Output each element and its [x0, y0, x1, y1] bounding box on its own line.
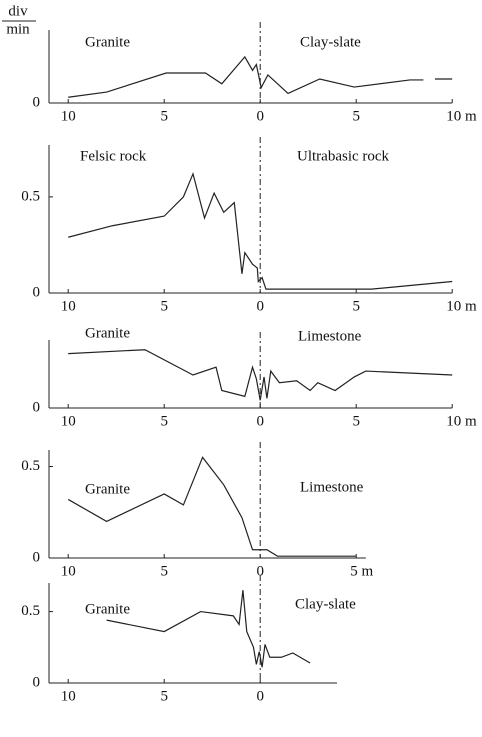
- rock-label: Ultrabasic rock: [297, 148, 390, 164]
- y-tick-label: 0: [33, 94, 41, 110]
- y-label-denominator: min: [6, 21, 30, 37]
- rock-label: Limestone: [298, 328, 362, 344]
- rock-label: Granite: [85, 481, 130, 497]
- x-tick-label: 10 m: [446, 108, 477, 124]
- y-tick-label: 0: [33, 399, 41, 415]
- rock-label: Granite: [85, 34, 130, 50]
- y-tick-label: 0: [33, 284, 41, 300]
- y-tick-label: 0.5: [21, 188, 40, 204]
- x-tick-label: 10: [61, 563, 76, 579]
- x-tick-label: 0: [256, 413, 264, 429]
- x-tick-label: 0: [256, 563, 264, 579]
- data-line: [106, 590, 311, 668]
- x-tick-label: 5: [160, 413, 168, 429]
- x-tick-label: 10: [61, 413, 76, 429]
- y-tick-label: 0.5: [21, 603, 40, 619]
- rock-label: Clay-slate: [300, 34, 361, 50]
- rock-label: Clay-slate: [295, 596, 356, 612]
- x-tick-label: 5: [160, 298, 168, 314]
- x-tick-label: 5: [352, 298, 360, 314]
- data-line: [68, 171, 453, 290]
- data-line: [67, 456, 357, 557]
- x-tick-label: 0: [256, 298, 264, 314]
- rock-label: Limestone: [300, 479, 364, 495]
- y-label-numerator: div: [8, 3, 28, 19]
- x-tick-label: 5: [160, 563, 168, 579]
- x-tick-label: 5: [352, 108, 360, 124]
- x-tick-label: 10: [61, 108, 76, 124]
- rock-label: Granite: [85, 325, 130, 341]
- x-tick-label: 5: [160, 108, 168, 124]
- x-tick-label: 0: [256, 688, 264, 704]
- x-tick-label: 0: [256, 108, 264, 124]
- x-tick-label: 5 m: [350, 563, 373, 579]
- x-tick-label: 10: [61, 298, 76, 314]
- x-tick-label: 10 m: [446, 298, 477, 314]
- data-line: [68, 349, 453, 401]
- y-tick-label: 0: [33, 674, 41, 690]
- x-tick-label: 5: [352, 413, 360, 429]
- y-tick-label: 0.5: [21, 458, 40, 474]
- rock-label: Granite: [85, 601, 130, 617]
- rock-label: Felsic rock: [80, 148, 147, 164]
- x-tick-label: 5: [160, 688, 168, 704]
- y-tick-label: 0: [33, 549, 41, 565]
- x-tick-label: 10: [61, 688, 76, 704]
- x-tick-label: 10 m: [446, 413, 477, 429]
- data-line: [68, 55, 453, 98]
